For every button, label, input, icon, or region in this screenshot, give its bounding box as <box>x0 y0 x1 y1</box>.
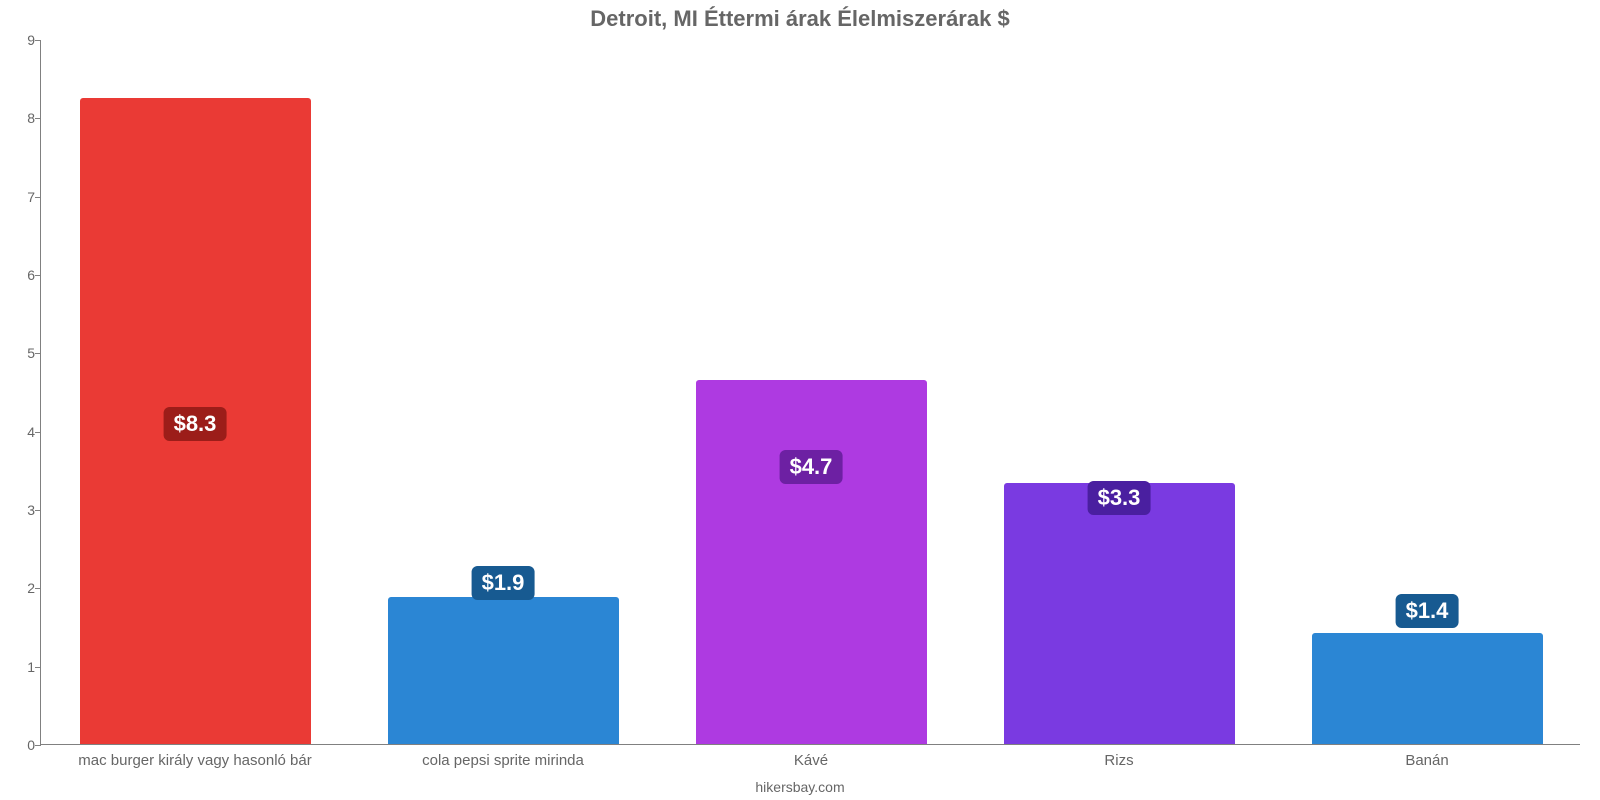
y-tick-mark <box>35 40 41 41</box>
y-tick-mark <box>35 118 41 119</box>
bar-value-badge: $3.3 <box>1088 481 1151 515</box>
bar-value-badge: $1.9 <box>472 566 535 600</box>
x-category-label: Kávé <box>794 744 828 769</box>
chart-source-caption: hikersbay.com <box>0 779 1600 795</box>
bar <box>388 597 619 744</box>
x-category-label: Banán <box>1405 744 1448 769</box>
x-category-label: Rizs <box>1104 744 1133 769</box>
bar-value-badge: $8.3 <box>164 407 227 441</box>
y-tick-mark <box>35 197 41 198</box>
bar-value-badge: $1.4 <box>1396 594 1459 628</box>
bar <box>1312 633 1543 744</box>
plot-area: 0123456789$8.3mac burger király vagy has… <box>40 40 1580 745</box>
y-tick-mark <box>35 275 41 276</box>
x-category-label: mac burger király vagy hasonló bár <box>78 744 311 769</box>
y-tick-mark <box>35 588 41 589</box>
y-tick-mark <box>35 745 41 746</box>
y-tick-mark <box>35 667 41 668</box>
price-bar-chart: Detroit, MI Éttermi árak Élelmiszerárak … <box>0 0 1600 800</box>
y-tick-mark <box>35 432 41 433</box>
bar-value-badge: $4.7 <box>780 450 843 484</box>
y-tick-mark <box>35 353 41 354</box>
bar <box>696 380 927 744</box>
chart-title: Detroit, MI Éttermi árak Élelmiszerárak … <box>0 6 1600 32</box>
x-category-label: cola pepsi sprite mirinda <box>422 744 584 769</box>
bar <box>1004 483 1235 744</box>
y-tick-mark <box>35 510 41 511</box>
